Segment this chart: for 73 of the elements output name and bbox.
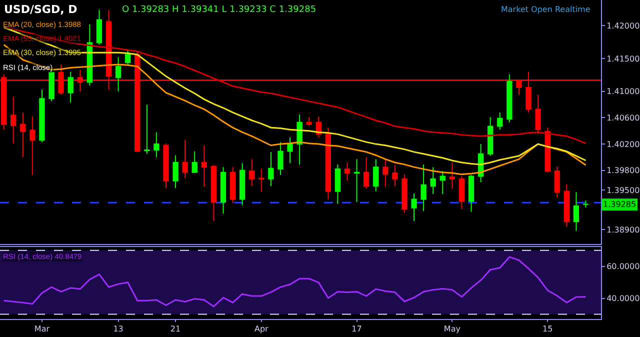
y-tick-label: 1.42000 bbox=[606, 21, 640, 30]
candlestick bbox=[392, 164, 398, 187]
candlestick bbox=[163, 142, 169, 189]
candlestick bbox=[30, 116, 36, 176]
candlestick bbox=[192, 150, 198, 174]
candlestick bbox=[354, 158, 360, 202]
candlestick bbox=[210, 164, 217, 222]
text: 1.39285 bbox=[603, 200, 636, 209]
candlestick bbox=[258, 168, 264, 193]
y-tick-label: 1.39500 bbox=[606, 186, 640, 195]
candlestick bbox=[68, 71, 74, 104]
line-series bbox=[3, 44, 586, 176]
candlestick bbox=[544, 127, 550, 173]
candlestick bbox=[488, 116, 494, 156]
candlestick bbox=[554, 166, 560, 198]
candlestick bbox=[115, 56, 122, 92]
y-tick-label: 1.38900 bbox=[606, 225, 640, 234]
candlestick bbox=[334, 164, 341, 204]
candlestick bbox=[239, 162, 246, 206]
candlestick bbox=[144, 104, 150, 154]
candlestick bbox=[20, 112, 26, 158]
y-tick-label: 1.39800 bbox=[606, 166, 640, 176]
candlestick bbox=[402, 174, 408, 214]
candlestick bbox=[582, 200, 589, 208]
candlestick bbox=[306, 116, 312, 126]
candlestick bbox=[182, 140, 188, 179]
candlestick bbox=[287, 136, 293, 164]
candlestick bbox=[39, 88, 45, 143]
candlestick bbox=[440, 170, 446, 195]
candlestick bbox=[344, 162, 350, 182]
x-tick-label: 17 bbox=[352, 324, 362, 334]
candlestick bbox=[124, 48, 131, 65]
candlestick bbox=[449, 162, 456, 190]
x-tick-label: Apr bbox=[254, 324, 270, 334]
candlestick bbox=[420, 164, 426, 212]
candlestick bbox=[10, 96, 16, 144]
x-tick-label: 15 bbox=[542, 324, 553, 334]
chart-title: USD/SGD, D bbox=[4, 3, 78, 16]
y-tick-label: 60.0000 bbox=[606, 262, 640, 272]
candlestick bbox=[564, 184, 570, 228]
y-tick-label: 40.0000 bbox=[606, 294, 640, 304]
candlestick bbox=[230, 166, 236, 204]
x-tick-label: 21 bbox=[170, 324, 181, 334]
candlestick bbox=[249, 158, 255, 187]
candlestick bbox=[325, 127, 331, 200]
candlestick bbox=[573, 192, 580, 232]
text: O 1.39283 H 1.39341 L 1.39233 C 1.39285 bbox=[122, 5, 316, 15]
x-tick-label: 13 bbox=[113, 324, 124, 334]
candlestick bbox=[506, 74, 512, 123]
candlestick bbox=[363, 156, 370, 190]
candlestick bbox=[535, 94, 541, 135]
annotation: Market Open Realtime bbox=[501, 5, 590, 14]
candlestick bbox=[458, 176, 465, 210]
candlestick bbox=[201, 144, 207, 188]
y-tick-label: 1.41000 bbox=[606, 87, 640, 96]
candlestick bbox=[268, 151, 274, 187]
candlestick bbox=[382, 158, 388, 188]
candlestick bbox=[96, 9, 102, 46]
x-tick-label: May bbox=[444, 324, 461, 334]
y-tick-label: 1.41500 bbox=[606, 54, 640, 64]
y-tick-label: 1.40200 bbox=[606, 140, 640, 149]
candlestick bbox=[154, 132, 160, 158]
candlestick bbox=[468, 174, 474, 212]
candlestick bbox=[430, 166, 436, 195]
candlestick bbox=[220, 166, 226, 214]
line-series bbox=[3, 26, 586, 166]
candlestick bbox=[373, 158, 379, 192]
candlestick bbox=[172, 154, 178, 189]
candlestick bbox=[411, 192, 417, 222]
candlestick bbox=[497, 112, 503, 130]
x-tick-label: Mar bbox=[34, 324, 50, 334]
y-tick-label: 1.40600 bbox=[606, 114, 640, 123]
candlestick bbox=[278, 142, 284, 176]
